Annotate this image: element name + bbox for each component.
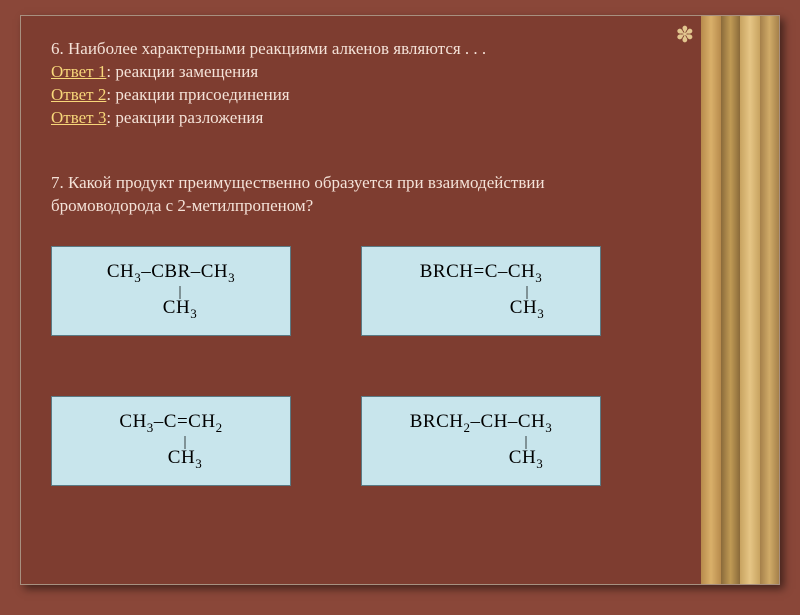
formula-4-main: BRCH2–CH–CH3 xyxy=(410,411,553,436)
formula-option-4[interactable]: BRCH2–CH–CH3 | CH3 xyxy=(361,396,601,486)
formula-4-sub: CH3 xyxy=(419,448,543,470)
formula-1-sub: CH3 xyxy=(145,298,197,320)
slide: ✽ 6. Наиболее характерными реакциями алк… xyxy=(20,15,780,585)
answer-1-link[interactable]: Ответ 1 xyxy=(51,62,106,81)
formula-2-sub: CH3 xyxy=(418,298,544,320)
formula-4-bond: | xyxy=(434,436,527,448)
formula-option-3[interactable]: CH3–C=CH2 | CH3 xyxy=(51,396,291,486)
formula-option-1[interactable]: CH3–CBR–CH3 | CH3 xyxy=(51,246,291,336)
answer-option-3[interactable]: Ответ 3: реакции разложения xyxy=(51,107,749,130)
answer-2-text: : реакции присоединения xyxy=(106,85,289,104)
formula-3-bond: | xyxy=(155,436,186,448)
answer-option-1[interactable]: Ответ 1: реакции замещения xyxy=(51,61,749,84)
answer-2-link[interactable]: Ответ 2 xyxy=(51,85,106,104)
formula-3-main: CH3–C=CH2 xyxy=(119,411,222,436)
formula-2-bond: | xyxy=(433,286,528,298)
formula-1-bond: | xyxy=(160,286,181,298)
answer-1-text: : реакции замещения xyxy=(106,62,258,81)
formula-1-main: CH3–CBR–CH3 xyxy=(107,261,235,286)
formula-grid: CH3–CBR–CH3 | CH3 BRCH=C–CH3 | CH3 CH3–C… xyxy=(51,246,749,486)
question-7-prompt: 7. Какой продукт преимущественно образуе… xyxy=(51,172,749,218)
ornament-icon: ✽ xyxy=(676,24,694,46)
question-6-prompt: 6. Наиболее характерными реакциями алкен… xyxy=(51,38,749,61)
formula-3-sub: CH3 xyxy=(140,448,202,470)
answer-3-text: : реакции разложения xyxy=(106,108,263,127)
formula-option-2[interactable]: BRCH=C–CH3 | CH3 xyxy=(361,246,601,336)
decorative-stripes xyxy=(701,16,779,584)
answer-3-link[interactable]: Ответ 3 xyxy=(51,108,106,127)
answer-option-2[interactable]: Ответ 2: реакции присоединения xyxy=(51,84,749,107)
formula-2-main: BRCH=C–CH3 xyxy=(420,261,543,286)
